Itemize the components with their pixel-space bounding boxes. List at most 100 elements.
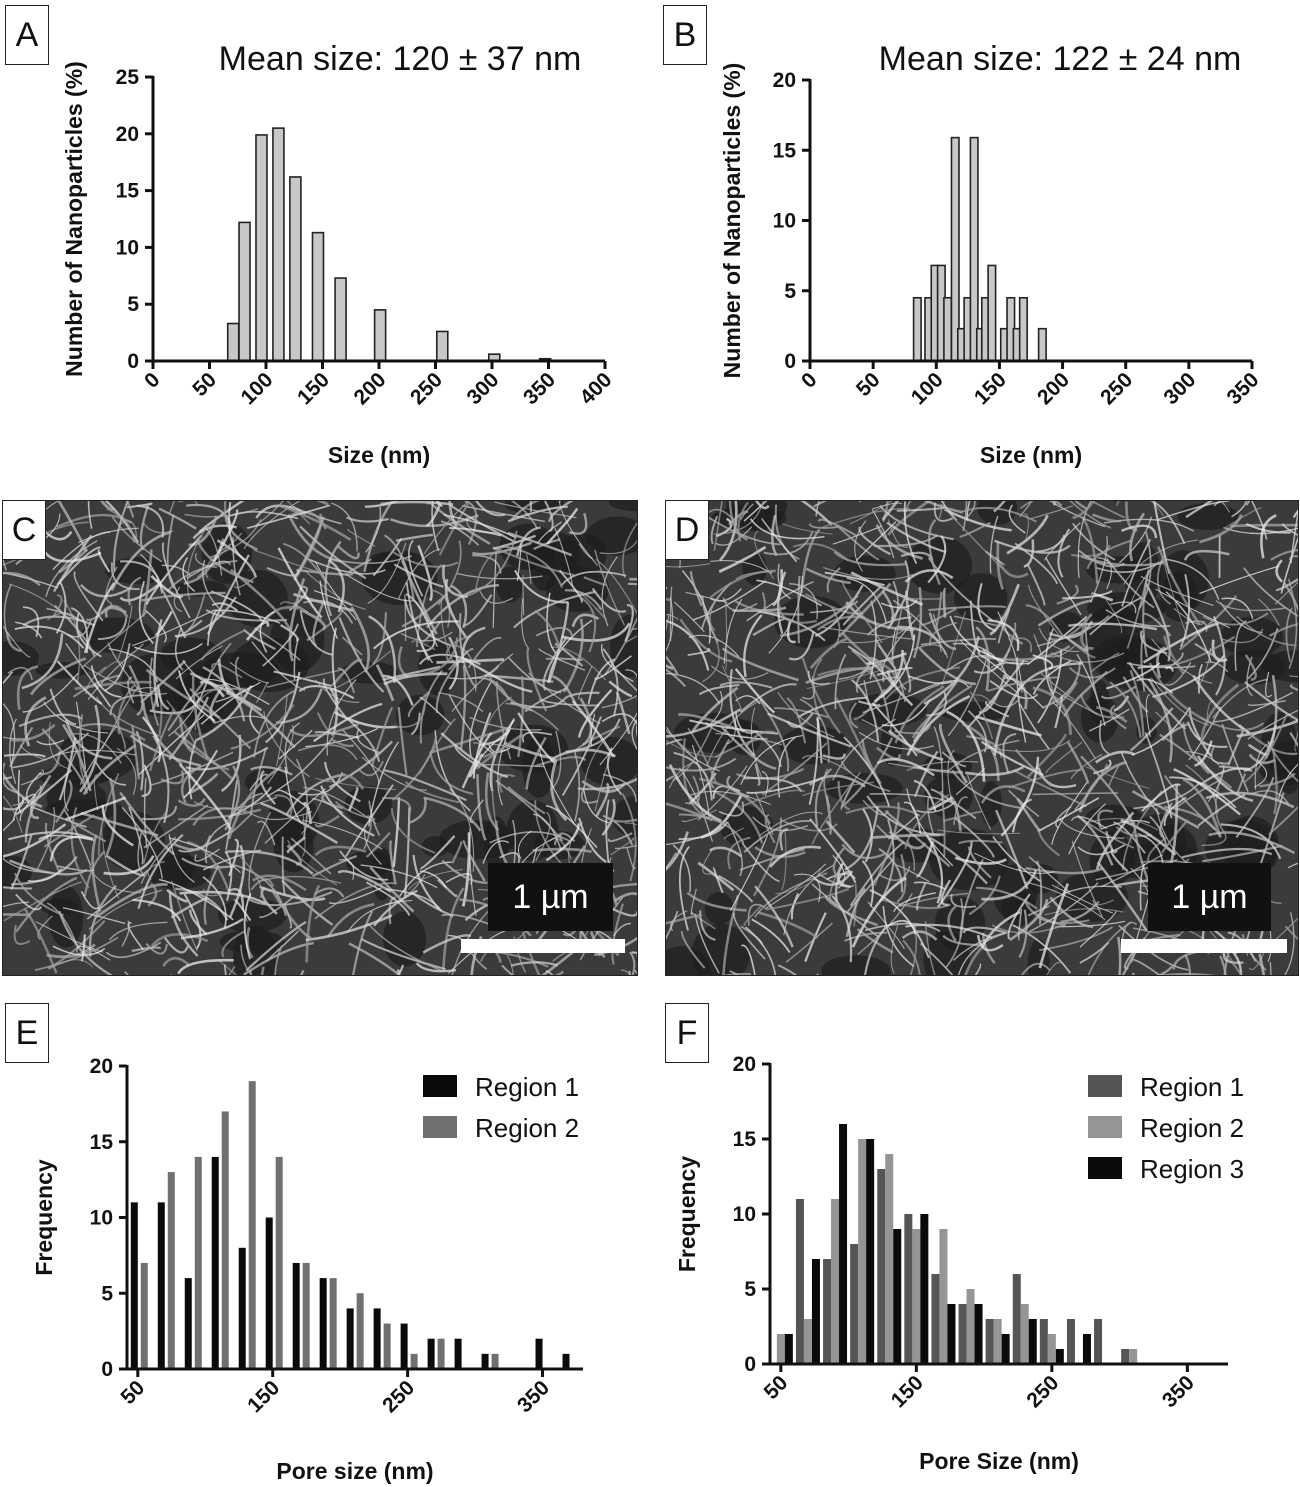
x-tick-label: 0 bbox=[797, 368, 822, 393]
bar-region-1 bbox=[1066, 1319, 1075, 1364]
panel-label-d: D bbox=[666, 501, 709, 560]
bar-region-2 bbox=[1047, 1334, 1056, 1364]
bar-region-1 bbox=[157, 1202, 165, 1369]
x-tick-label: 150 bbox=[887, 1371, 928, 1412]
bar-region-2 bbox=[912, 1229, 921, 1364]
y-axis-label: Number of Nanoparticles (%) bbox=[719, 63, 745, 379]
bar-region-1 bbox=[850, 1244, 859, 1364]
x-tick-label: 200 bbox=[1033, 368, 1074, 409]
bar bbox=[1018, 296, 1028, 362]
bar-region-3 bbox=[839, 1124, 848, 1364]
bar bbox=[226, 322, 240, 362]
bar-region-1 bbox=[184, 1278, 192, 1369]
bar-region-2 bbox=[221, 1111, 229, 1369]
x-tick-label: 150 bbox=[243, 1376, 284, 1417]
x-tick-label: 250 bbox=[1022, 1371, 1063, 1412]
bar-region-1 bbox=[1121, 1349, 1130, 1364]
legend-swatch bbox=[1088, 1157, 1122, 1179]
bar bbox=[950, 136, 960, 362]
y-tick-label: 10 bbox=[773, 210, 796, 233]
y-tick-label: 10 bbox=[116, 236, 139, 259]
bar bbox=[943, 296, 953, 362]
x-tick-label: 350 bbox=[1222, 368, 1263, 409]
x-tick-label: 300 bbox=[1159, 368, 1200, 409]
x-tick-label: 150 bbox=[293, 368, 334, 409]
bar-region-1 bbox=[427, 1338, 435, 1369]
bar-region-1 bbox=[823, 1259, 832, 1364]
y-tick-label: 0 bbox=[784, 350, 796, 373]
bar bbox=[255, 134, 268, 362]
bar-region-3 bbox=[974, 1304, 983, 1364]
y-tick-label: 25 bbox=[116, 66, 140, 89]
panel-label-c: C bbox=[3, 501, 46, 560]
x-tick-label: 100 bbox=[236, 368, 277, 409]
x-tick-label: 400 bbox=[575, 368, 616, 409]
y-tick-label: 5 bbox=[744, 1278, 756, 1301]
y-tick-label: 0 bbox=[127, 350, 139, 373]
scale-bar bbox=[1121, 939, 1287, 953]
bar-region-3 bbox=[920, 1214, 929, 1364]
legend-swatch bbox=[423, 1116, 457, 1138]
x-tick-label: 350 bbox=[519, 368, 560, 409]
bar-region-1 bbox=[292, 1262, 300, 1369]
x-tick-label: 250 bbox=[406, 368, 447, 409]
y-tick-label: 15 bbox=[90, 1131, 114, 1154]
x-axis-label: Pore Size (nm) bbox=[919, 1448, 1079, 1474]
panel-label-b: B bbox=[663, 5, 707, 65]
bar-region-1 bbox=[1039, 1319, 1048, 1364]
sem-image-c: C 1 µm bbox=[2, 500, 638, 976]
y-tick-label: 15 bbox=[116, 180, 140, 203]
y-axis-label: Frequency bbox=[674, 1156, 700, 1273]
x-tick-label: 150 bbox=[970, 368, 1011, 409]
bar bbox=[987, 264, 997, 362]
bar-region-2 bbox=[275, 1156, 283, 1369]
bar bbox=[289, 176, 302, 362]
sem-image-d: D 1 µm bbox=[665, 500, 1299, 976]
bar-region-1 bbox=[373, 1308, 381, 1369]
bar bbox=[435, 330, 449, 362]
bar-region-1 bbox=[454, 1338, 462, 1369]
y-tick-label: 10 bbox=[90, 1207, 113, 1230]
legend-label: Region 1 bbox=[1140, 1072, 1244, 1102]
x-tick-label: 50 bbox=[852, 368, 885, 401]
y-tick-label: 5 bbox=[101, 1282, 113, 1305]
bar-region-2 bbox=[329, 1278, 337, 1369]
y-tick-label: 5 bbox=[127, 293, 139, 316]
bar-region-1 bbox=[346, 1308, 354, 1369]
y-tick-label: 15 bbox=[773, 139, 797, 162]
bar-region-2 bbox=[410, 1353, 418, 1369]
x-axis-label: Pore size (nm) bbox=[276, 1458, 433, 1484]
x-axis-label: Size (nm) bbox=[980, 442, 1082, 468]
x-axis-label: Size (nm) bbox=[328, 442, 430, 468]
bar-region-2 bbox=[1129, 1349, 1138, 1364]
y-tick-label: 20 bbox=[773, 69, 796, 92]
panel-label-e: E bbox=[5, 1003, 49, 1063]
bar-region-2 bbox=[885, 1154, 894, 1364]
bar-region-1 bbox=[400, 1323, 408, 1369]
bar bbox=[373, 309, 387, 362]
legend-label: Region 3 bbox=[1140, 1154, 1244, 1184]
y-tick-label: 10 bbox=[733, 1203, 756, 1226]
x-tick-label: 100 bbox=[907, 368, 948, 409]
x-tick-label: 350 bbox=[1158, 1371, 1199, 1412]
legend-label: Region 1 bbox=[475, 1072, 579, 1102]
x-tick-label: 50 bbox=[117, 1376, 150, 1409]
bar bbox=[912, 296, 922, 362]
bar-region-3 bbox=[1055, 1349, 1064, 1364]
bar-region-2 bbox=[383, 1323, 391, 1369]
bar-region-3 bbox=[866, 1139, 875, 1364]
bar bbox=[272, 127, 285, 362]
bar-region-1 bbox=[211, 1156, 219, 1369]
bar-region-2 bbox=[167, 1172, 175, 1369]
chart-e: 0 5 10 15 20 50 150 250 350 Pore size (nm) Frequen… bbox=[31, 1055, 583, 1484]
x-tick-label: 200 bbox=[349, 368, 390, 409]
bar-region-1 bbox=[958, 1304, 967, 1364]
bar-region-1 bbox=[562, 1353, 570, 1369]
bar-region-2 bbox=[194, 1156, 202, 1369]
x-tick-label: 50 bbox=[760, 1371, 793, 1404]
panel-label-a: A bbox=[5, 5, 49, 65]
bar bbox=[969, 136, 979, 362]
bar-region-2 bbox=[1020, 1304, 1029, 1364]
bar-region-2 bbox=[858, 1139, 867, 1364]
